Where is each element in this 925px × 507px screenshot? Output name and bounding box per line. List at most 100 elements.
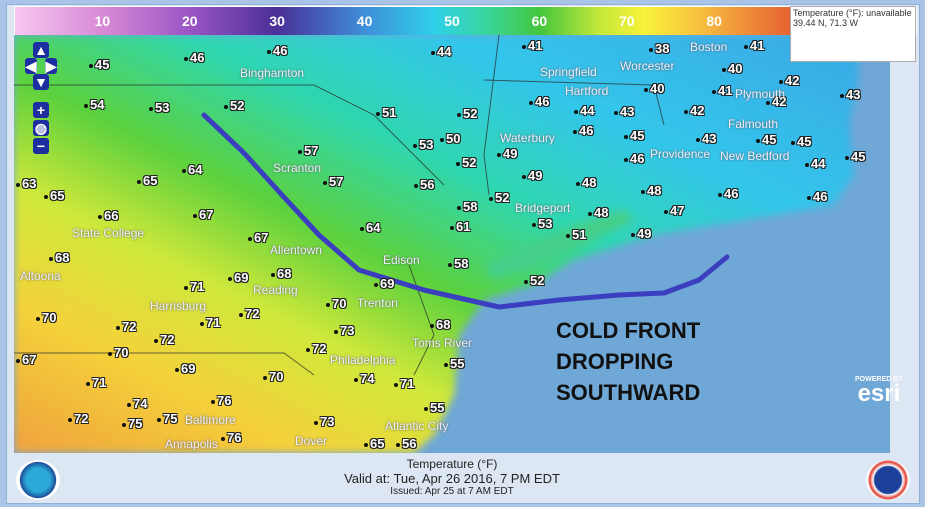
pan-up-button[interactable]: ▲: [33, 42, 49, 58]
temperature-label: 72: [306, 342, 326, 356]
noaa-logo-icon: [16, 460, 60, 500]
temperature-label: 63: [16, 177, 36, 191]
temperature-label: 51: [376, 106, 396, 120]
nws-logo-icon: [866, 460, 910, 500]
temperature-label: 48: [641, 184, 661, 198]
temperature-label: 45: [756, 133, 776, 147]
temperature-label: 74: [127, 397, 147, 411]
temperature-label: 47: [664, 204, 684, 218]
temperature-label: 61: [450, 220, 470, 234]
long-island: [484, 210, 634, 280]
temperature-label: 56: [414, 178, 434, 192]
city-label: Springfield: [540, 65, 597, 79]
globe-icon[interactable]: ◍: [33, 120, 49, 136]
zoom-in-button[interactable]: +: [33, 102, 49, 118]
land-region: [14, 35, 859, 453]
temperature-label: 73: [334, 324, 354, 338]
footer-valid-time: Valid at: Tue, Apr 26 2016, 7 PM EDT: [344, 471, 560, 486]
temperature-label: 45: [845, 150, 865, 164]
temperature-label: 70: [263, 370, 283, 384]
temperature-label: 40: [722, 62, 742, 76]
city-label: Trenton: [357, 296, 398, 310]
temperature-label: 68: [271, 267, 291, 281]
city-label: Bridgeport: [515, 201, 571, 215]
temperature-label: 73: [314, 415, 334, 429]
zoom-out-button[interactable]: −: [33, 138, 49, 154]
temperature-label: 58: [457, 200, 477, 214]
temperature-label: 55: [424, 401, 444, 415]
pan-left-button[interactable]: ◀: [25, 58, 37, 74]
legend-tick: 30: [269, 13, 285, 29]
temperature-label: 67: [16, 353, 36, 367]
temperature-label: 67: [193, 208, 213, 222]
legend-tick: 80: [706, 13, 722, 29]
temperature-label: 52: [457, 107, 477, 121]
city-label: Philadelphia: [330, 353, 396, 367]
city-label: Providence: [650, 147, 711, 161]
temperature-label: 65: [137, 174, 157, 188]
temperature-label: 52: [524, 274, 544, 288]
city-label: Reading: [253, 283, 298, 297]
city-label: Altoona: [20, 269, 61, 283]
temperature-label: 75: [122, 417, 142, 431]
esri-powered-by: POWERED BY: [855, 376, 903, 383]
legend-tick: 60: [531, 13, 548, 29]
temperature-label: 67: [248, 231, 268, 245]
temperature-label: 45: [89, 58, 109, 72]
temperature-label: 70: [36, 311, 56, 325]
city-label: Worcester: [620, 59, 675, 73]
temperature-label: 46: [267, 44, 287, 58]
readout-coords: 39.44 N, 71.3 W: [793, 18, 859, 28]
temperature-label: 58: [448, 257, 468, 271]
temperature-label: 57: [323, 175, 343, 189]
temperature-label: 72: [154, 333, 174, 347]
temperature-label: 71: [86, 376, 106, 390]
temperature-labels: 45 46 46 44 41 38 41 40 42 43 42 41 40 42 43 44 46 52 53 54…: [14, 35, 890, 453]
city-label: Plymouth: [735, 87, 786, 101]
city-label: Atlantic City: [385, 419, 449, 433]
temperature-label: 71: [184, 280, 204, 294]
city-label: Binghamton: [240, 66, 305, 80]
temperature-label: 42: [684, 104, 704, 118]
temperature-label: 65: [364, 437, 384, 451]
city-label: Waterbury: [500, 131, 555, 145]
city-label: Boston: [690, 40, 728, 54]
temperature-label: 43: [614, 105, 634, 119]
temperature-label: 69: [228, 271, 248, 285]
temperature-label: 69: [374, 277, 394, 291]
temperature-label: 53: [532, 217, 552, 231]
pan-down-button[interactable]: ▼: [33, 74, 49, 90]
annotation-line: COLD FRONT: [556, 318, 701, 343]
temperature-label: 42: [766, 95, 786, 109]
city-label: Toms River: [412, 336, 473, 350]
legend-tick: 10: [94, 13, 111, 29]
city-labels: Binghamton Scranton State College Altoona Ha…: [14, 35, 890, 453]
temperature-label: 65: [44, 189, 64, 203]
cold-front-annotation: COLD FRONT DROPPING SOUTHWARD: [556, 315, 700, 408]
temperature-label: 75: [157, 412, 177, 426]
temperature-label: 76: [211, 394, 231, 408]
temperature-label: 51: [566, 228, 586, 242]
temperature-color-legend: 10 20 30 40 50 60 70 80 90: [14, 6, 890, 36]
temperature-label: 71: [394, 377, 414, 391]
temperature-label: 49: [631, 227, 651, 241]
temperature-label: 74: [354, 372, 374, 386]
pan-right-button[interactable]: ▶: [45, 58, 57, 74]
temperature-label: 42: [779, 74, 799, 88]
temperature-label: 54: [84, 98, 104, 112]
temperature-label: 70: [326, 297, 346, 311]
state-border: [483, 35, 500, 196]
temperature-label: 53: [413, 138, 433, 152]
map-canvas[interactable]: 45 46 46 44 41 38 41 40 42 43 42 41 40 42 43 44 46 52 53 54…: [14, 35, 890, 453]
temperature-label: 44: [805, 157, 825, 171]
temperature-label: 56: [396, 437, 416, 451]
temperature-label: 48: [576, 176, 596, 190]
city-label: New Bedford: [720, 149, 790, 163]
temperature-label: 44: [574, 104, 594, 118]
temperature-label: 48: [588, 206, 608, 220]
esri-name: esri: [857, 380, 901, 407]
city-label: Annapolis: [165, 437, 218, 451]
temperature-label: 46: [718, 187, 738, 201]
city-label: Hartford: [565, 84, 609, 98]
temperature-label: 68: [430, 318, 450, 332]
